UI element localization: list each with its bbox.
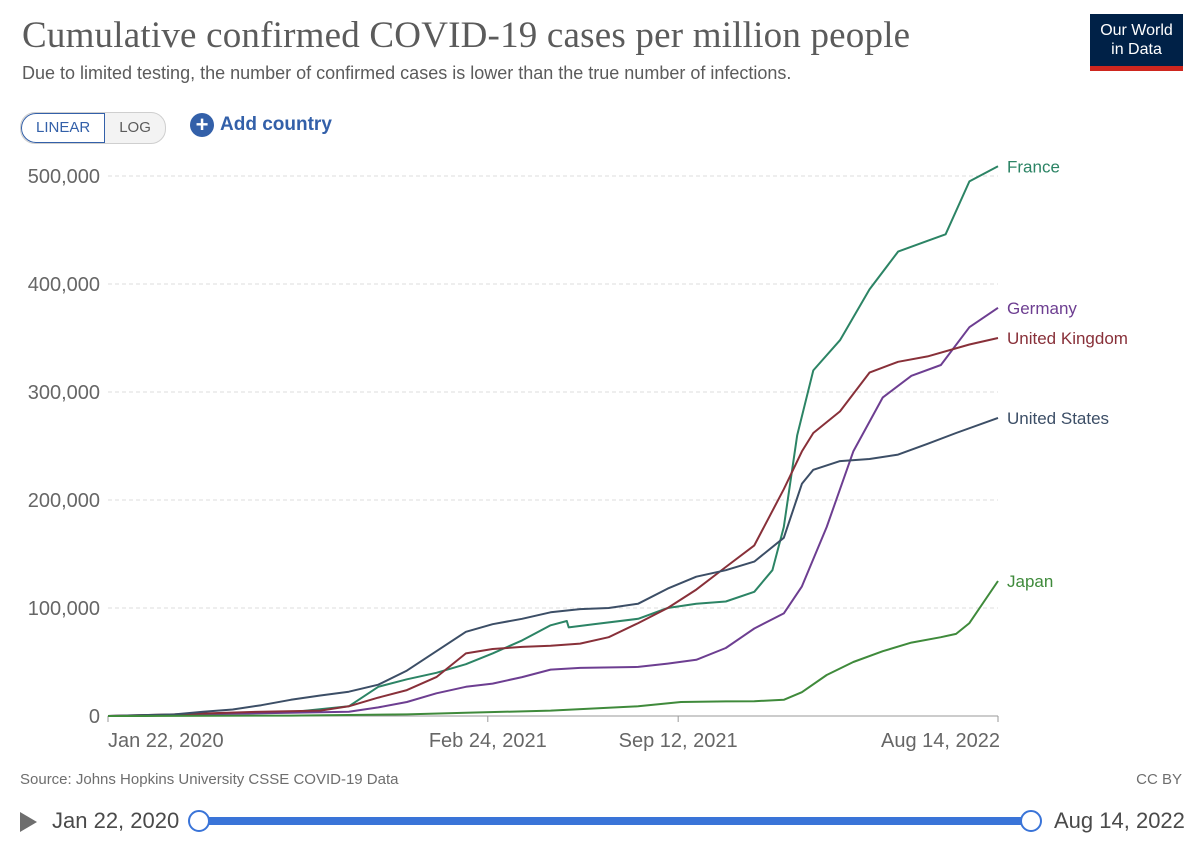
logo-line-2: in Data (1111, 41, 1162, 58)
y-tick-label: 200,000 (28, 490, 100, 512)
series-line-united-kingdom (107, 337, 999, 717)
chart-subtitle: Due to limited testing, the number of co… (22, 63, 792, 83)
x-tick-label: Aug 14, 2022 (881, 730, 1000, 752)
series-line-france (108, 165, 999, 717)
series-label-france: France (1007, 157, 1060, 176)
add-country-label: Add country (220, 114, 332, 135)
timeline: Jan 22, 2020 Aug 14, 2022 (0, 800, 1200, 841)
timeline-end-handle[interactable] (1020, 810, 1042, 832)
owid-logo[interactable]: Our World in Data (1090, 14, 1183, 71)
timeline-start-label: Jan 22, 2020 (52, 808, 180, 833)
y-tick-label: 0 (89, 706, 100, 728)
scale-toggle: LINEAR LOG (20, 112, 166, 144)
timeline-start-handle[interactable] (188, 810, 210, 832)
logo-line-1: Our World (1100, 22, 1173, 39)
series-line-japan (107, 580, 999, 717)
x-axis-ticks: Jan 22, 2020 Feb 24, 2021 Sep 12, 2021 Aug … (107, 716, 1000, 752)
logo-red-bar (1090, 66, 1183, 71)
series-label-germany: Germany (1007, 299, 1077, 318)
y-tick-label: 400,000 (28, 274, 100, 296)
series-label-united-kingdom: United Kingdom (1007, 329, 1128, 348)
grid-lines (108, 175, 998, 717)
x-tick-label: Feb 24, 2021 (429, 730, 547, 752)
x-tick-label: Jan 22, 2020 (108, 730, 224, 752)
log-scale-button[interactable]: LOG (119, 119, 151, 136)
series-labels: France Germany United Kingdom United States… (1007, 157, 1128, 591)
series-label-japan: Japan (1007, 572, 1053, 591)
series-line-germany (107, 306, 999, 717)
series-line-united-states (107, 416, 999, 717)
source-note: Source: Johns Hopkins University CSSE CO… (20, 771, 399, 788)
y-tick-label: 300,000 (28, 382, 100, 404)
y-axis-ticks: 0 100,000 200,000 300,000 400,000 500,000 (28, 166, 100, 728)
play-icon[interactable] (20, 812, 37, 832)
timeline-end-label: Aug 14, 2022 (1054, 808, 1185, 833)
y-tick-label: 500,000 (28, 166, 100, 188)
chart-title: Cumulative confirmed COVID-19 cases per … (22, 15, 911, 56)
add-country-button[interactable]: + Add country (190, 113, 332, 137)
license-link[interactable]: CC BY (1136, 771, 1182, 788)
linear-scale-button[interactable]: LINEAR (21, 113, 106, 143)
line-chart: 0 100,000 200,000 300,000 400,000 500,000 Jan… (28, 157, 1128, 752)
x-tick-label: Sep 12, 2021 (619, 730, 738, 752)
timeline-track[interactable] (199, 817, 1031, 825)
series-lines (107, 165, 999, 717)
series-label-united-states: United States (1007, 409, 1109, 428)
y-tick-label: 100,000 (28, 598, 100, 620)
plus-circle-icon: + (190, 113, 214, 137)
